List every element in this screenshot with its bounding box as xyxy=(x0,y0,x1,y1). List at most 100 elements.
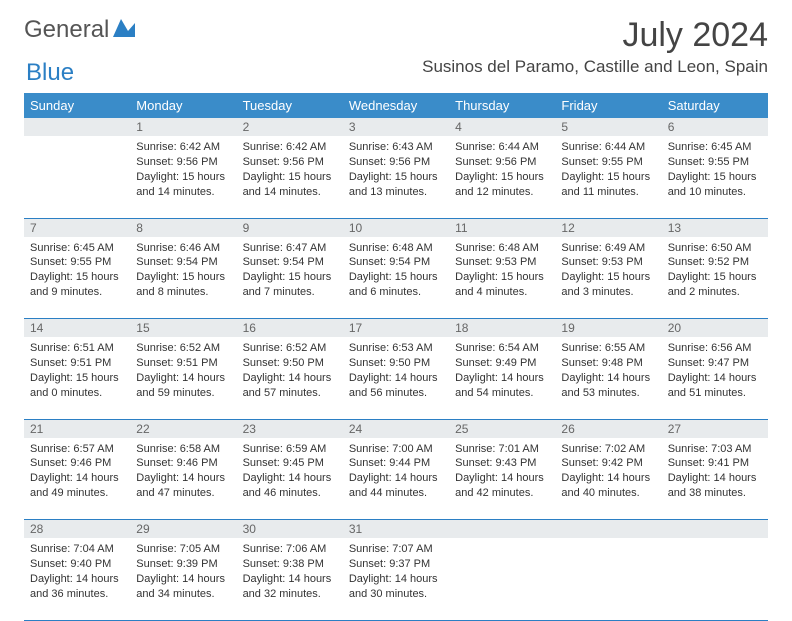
sunrise-line: Sunrise: 6:49 AM xyxy=(561,241,655,256)
sunrise-line: Sunrise: 7:01 AM xyxy=(455,442,549,457)
sunrise-line: Sunrise: 6:44 AM xyxy=(455,140,549,155)
day-content-cell: Sunrise: 7:02 AMSunset: 9:42 PMDaylight:… xyxy=(555,438,661,520)
day-number-cell: 29 xyxy=(130,520,236,539)
day-number-cell: 31 xyxy=(343,520,449,539)
daylight-line: Daylight: 14 hours and 54 minutes. xyxy=(455,371,549,401)
day-content-cell: Sunrise: 7:07 AMSunset: 9:37 PMDaylight:… xyxy=(343,538,449,620)
day-content-cell: Sunrise: 6:47 AMSunset: 9:54 PMDaylight:… xyxy=(237,237,343,319)
daylight-line: Daylight: 14 hours and 40 minutes. xyxy=(561,471,655,501)
weekday-header: Tuesday xyxy=(237,93,343,118)
weekday-header: Sunday xyxy=(24,93,130,118)
daylight-line: Daylight: 15 hours and 6 minutes. xyxy=(349,270,443,300)
sunset-line: Sunset: 9:50 PM xyxy=(243,356,337,371)
day-content-row: Sunrise: 7:04 AMSunset: 9:40 PMDaylight:… xyxy=(24,538,768,620)
day-content: Sunrise: 7:04 AMSunset: 9:40 PMDaylight:… xyxy=(24,538,130,607)
day-content: Sunrise: 6:43 AMSunset: 9:56 PMDaylight:… xyxy=(343,136,449,205)
day-content: Sunrise: 6:55 AMSunset: 9:48 PMDaylight:… xyxy=(555,337,661,406)
sunset-line: Sunset: 9:56 PM xyxy=(243,155,337,170)
sunset-line: Sunset: 9:46 PM xyxy=(30,456,124,471)
sunset-line: Sunset: 9:49 PM xyxy=(455,356,549,371)
sunrise-line: Sunrise: 7:00 AM xyxy=(349,442,443,457)
sunrise-line: Sunrise: 6:52 AM xyxy=(243,341,337,356)
calendar-table: SundayMondayTuesdayWednesdayThursdayFrid… xyxy=(24,93,768,621)
sunset-line: Sunset: 9:44 PM xyxy=(349,456,443,471)
day-number-cell xyxy=(449,520,555,539)
daylight-line: Daylight: 14 hours and 32 minutes. xyxy=(243,572,337,602)
day-content-cell: Sunrise: 6:44 AMSunset: 9:56 PMDaylight:… xyxy=(449,136,555,218)
sunrise-line: Sunrise: 7:03 AM xyxy=(668,442,762,457)
sunset-line: Sunset: 9:42 PM xyxy=(561,456,655,471)
sunset-line: Sunset: 9:40 PM xyxy=(30,557,124,572)
day-number-cell: 25 xyxy=(449,419,555,438)
sunset-line: Sunset: 9:54 PM xyxy=(136,255,230,270)
sunset-line: Sunset: 9:37 PM xyxy=(349,557,443,572)
daylight-line: Daylight: 15 hours and 3 minutes. xyxy=(561,270,655,300)
day-content-cell: Sunrise: 6:48 AMSunset: 9:53 PMDaylight:… xyxy=(449,237,555,319)
daylight-line: Daylight: 14 hours and 34 minutes. xyxy=(136,572,230,602)
sunrise-line: Sunrise: 6:46 AM xyxy=(136,241,230,256)
day-number-cell: 3 xyxy=(343,118,449,136)
sunset-line: Sunset: 9:50 PM xyxy=(349,356,443,371)
day-content: Sunrise: 7:01 AMSunset: 9:43 PMDaylight:… xyxy=(449,438,555,507)
month-title: July 2024 xyxy=(422,16,768,55)
day-content: Sunrise: 7:07 AMSunset: 9:37 PMDaylight:… xyxy=(343,538,449,607)
daylight-line: Daylight: 14 hours and 57 minutes. xyxy=(243,371,337,401)
location: Susinos del Paramo, Castille and Leon, S… xyxy=(422,57,768,77)
day-content-cell: Sunrise: 6:59 AMSunset: 9:45 PMDaylight:… xyxy=(237,438,343,520)
day-content: Sunrise: 7:02 AMSunset: 9:42 PMDaylight:… xyxy=(555,438,661,507)
day-content-cell: Sunrise: 6:54 AMSunset: 9:49 PMDaylight:… xyxy=(449,337,555,419)
day-content-cell: Sunrise: 6:45 AMSunset: 9:55 PMDaylight:… xyxy=(24,237,130,319)
sunrise-line: Sunrise: 6:47 AM xyxy=(243,241,337,256)
daylight-line: Daylight: 15 hours and 4 minutes. xyxy=(455,270,549,300)
sunset-line: Sunset: 9:52 PM xyxy=(668,255,762,270)
sunrise-line: Sunrise: 6:53 AM xyxy=(349,341,443,356)
day-content: Sunrise: 7:06 AMSunset: 9:38 PMDaylight:… xyxy=(237,538,343,607)
weekday-header: Monday xyxy=(130,93,236,118)
daylight-line: Daylight: 14 hours and 30 minutes. xyxy=(349,572,443,602)
day-content-row: Sunrise: 6:42 AMSunset: 9:56 PMDaylight:… xyxy=(24,136,768,218)
day-content: Sunrise: 6:44 AMSunset: 9:55 PMDaylight:… xyxy=(555,136,661,205)
day-content-row: Sunrise: 6:57 AMSunset: 9:46 PMDaylight:… xyxy=(24,438,768,520)
day-number-cell: 22 xyxy=(130,419,236,438)
day-content-cell: Sunrise: 7:06 AMSunset: 9:38 PMDaylight:… xyxy=(237,538,343,620)
logo-text-general: General xyxy=(24,16,109,44)
day-content-cell: Sunrise: 6:55 AMSunset: 9:48 PMDaylight:… xyxy=(555,337,661,419)
day-content: Sunrise: 6:48 AMSunset: 9:53 PMDaylight:… xyxy=(449,237,555,306)
daylight-line: Daylight: 14 hours and 49 minutes. xyxy=(30,471,124,501)
logo: General xyxy=(24,16,135,44)
weekday-header: Saturday xyxy=(662,93,768,118)
day-content-cell: Sunrise: 7:01 AMSunset: 9:43 PMDaylight:… xyxy=(449,438,555,520)
sunrise-line: Sunrise: 6:57 AM xyxy=(30,442,124,457)
sunrise-line: Sunrise: 6:42 AM xyxy=(136,140,230,155)
day-content-cell: Sunrise: 7:00 AMSunset: 9:44 PMDaylight:… xyxy=(343,438,449,520)
daylight-line: Daylight: 14 hours and 51 minutes. xyxy=(668,371,762,401)
sunrise-line: Sunrise: 6:52 AM xyxy=(136,341,230,356)
day-content-cell: Sunrise: 6:45 AMSunset: 9:55 PMDaylight:… xyxy=(662,136,768,218)
day-number-cell: 20 xyxy=(662,319,768,338)
logo-icon xyxy=(113,16,135,44)
sunrise-line: Sunrise: 7:06 AM xyxy=(243,542,337,557)
day-number-cell xyxy=(555,520,661,539)
day-number-cell: 27 xyxy=(662,419,768,438)
day-content-row: Sunrise: 6:51 AMSunset: 9:51 PMDaylight:… xyxy=(24,337,768,419)
sunrise-line: Sunrise: 6:55 AM xyxy=(561,341,655,356)
day-content-cell: Sunrise: 6:58 AMSunset: 9:46 PMDaylight:… xyxy=(130,438,236,520)
day-content-cell xyxy=(24,136,130,218)
day-content: Sunrise: 6:49 AMSunset: 9:53 PMDaylight:… xyxy=(555,237,661,306)
day-number-cell: 1 xyxy=(130,118,236,136)
sunrise-line: Sunrise: 6:48 AM xyxy=(455,241,549,256)
day-number-cell: 19 xyxy=(555,319,661,338)
day-content-cell: Sunrise: 6:51 AMSunset: 9:51 PMDaylight:… xyxy=(24,337,130,419)
day-number-cell: 23 xyxy=(237,419,343,438)
day-content-cell: Sunrise: 6:50 AMSunset: 9:52 PMDaylight:… xyxy=(662,237,768,319)
logo-text-blue: Blue xyxy=(26,59,74,87)
day-number-row: 78910111213 xyxy=(24,218,768,237)
day-number-row: 14151617181920 xyxy=(24,319,768,338)
sunrise-line: Sunrise: 6:56 AM xyxy=(668,341,762,356)
day-number-cell xyxy=(662,520,768,539)
day-content: Sunrise: 6:45 AMSunset: 9:55 PMDaylight:… xyxy=(24,237,130,306)
day-number-cell: 24 xyxy=(343,419,449,438)
sunset-line: Sunset: 9:56 PM xyxy=(136,155,230,170)
day-number-cell: 30 xyxy=(237,520,343,539)
daylight-line: Daylight: 15 hours and 12 minutes. xyxy=(455,170,549,200)
